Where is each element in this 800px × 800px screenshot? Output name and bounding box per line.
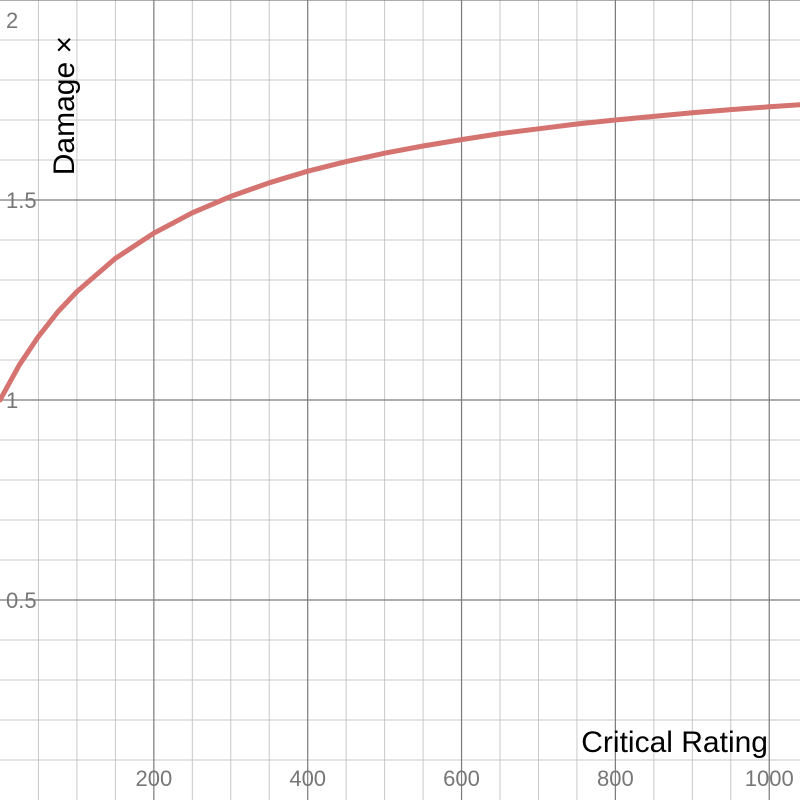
x-axis-title: Critical Rating bbox=[581, 726, 768, 759]
y-tick-label: 1.5 bbox=[6, 188, 37, 213]
x-tick-label: 1000 bbox=[745, 766, 794, 791]
series-line bbox=[0, 102, 800, 403]
x-tick-label: 400 bbox=[289, 766, 326, 791]
series-layer bbox=[0, 102, 800, 403]
tick-labels: 200 400 600 800 1000 0.5 1 1.5 2 bbox=[6, 8, 794, 791]
x-tick-label: 800 bbox=[597, 766, 634, 791]
y-axis-title: Damage × bbox=[48, 36, 81, 175]
x-tick-label: 600 bbox=[443, 766, 480, 791]
x-tick-label: 200 bbox=[135, 766, 172, 791]
y-tick-label: 1 bbox=[6, 388, 18, 413]
y-tick-label: 2 bbox=[6, 8, 18, 33]
y-tick-label: 0.5 bbox=[6, 588, 37, 613]
